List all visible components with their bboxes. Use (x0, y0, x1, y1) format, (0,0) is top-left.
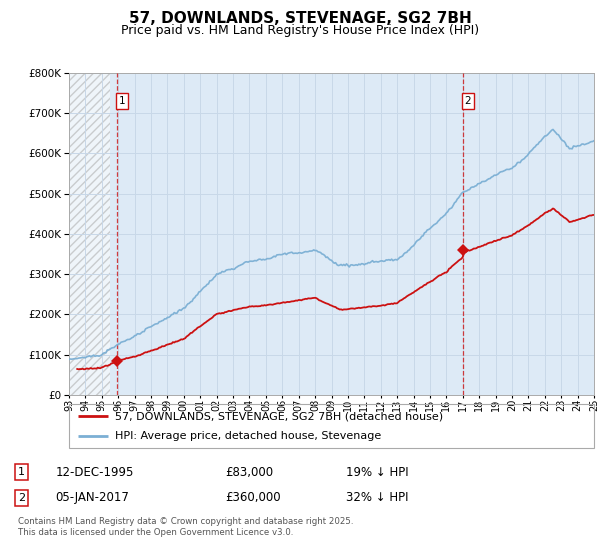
Text: 19% ↓ HPI: 19% ↓ HPI (346, 465, 409, 479)
Text: 57, DOWNLANDS, STEVENAGE, SG2 7BH (detached house): 57, DOWNLANDS, STEVENAGE, SG2 7BH (detac… (115, 411, 443, 421)
Text: 1: 1 (18, 467, 25, 477)
Text: 2: 2 (464, 96, 472, 106)
Text: Price paid vs. HM Land Registry's House Price Index (HPI): Price paid vs. HM Land Registry's House … (121, 24, 479, 36)
Text: 2: 2 (17, 493, 25, 503)
Text: 12-DEC-1995: 12-DEC-1995 (55, 465, 134, 479)
Text: 57, DOWNLANDS, STEVENAGE, SG2 7BH: 57, DOWNLANDS, STEVENAGE, SG2 7BH (128, 11, 472, 26)
Text: 05-JAN-2017: 05-JAN-2017 (55, 492, 129, 505)
Text: 1: 1 (119, 96, 125, 106)
Text: £83,000: £83,000 (225, 465, 273, 479)
Text: £360,000: £360,000 (225, 492, 281, 505)
Text: 32% ↓ HPI: 32% ↓ HPI (346, 492, 409, 505)
Text: Contains HM Land Registry data © Crown copyright and database right 2025.
This d: Contains HM Land Registry data © Crown c… (18, 516, 353, 538)
Text: HPI: Average price, detached house, Stevenage: HPI: Average price, detached house, Stev… (115, 431, 382, 441)
